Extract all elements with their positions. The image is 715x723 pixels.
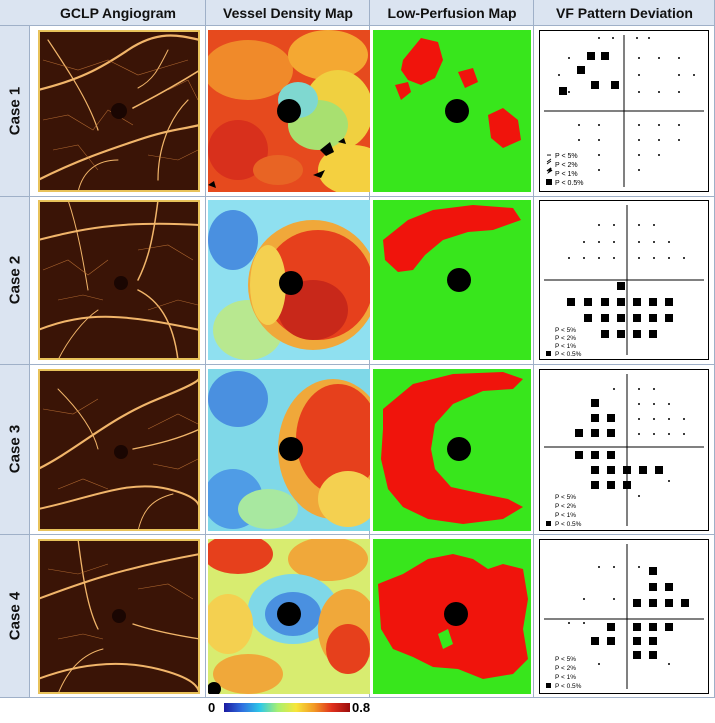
svg-text:P < 1%: P < 1% (555, 171, 578, 178)
svg-text:P < 2%: P < 2% (555, 335, 576, 342)
vf-plot-case-1: P < 5% P < 2% P < 1% P < 0.5% (539, 30, 709, 192)
row-label-case-2: Case 2 (0, 196, 30, 364)
svg-text:P < 1%: P < 1% (555, 674, 576, 681)
col-header-gclp: GCLP Angiogram (30, 0, 206, 26)
colorbar-min: 0 (208, 700, 216, 715)
vf-plot-case-3: P < 5% P < 2% P < 1% P < 0.5% (539, 369, 709, 531)
svg-text:P < 2%: P < 2% (555, 162, 578, 169)
perfusion-map-case-1 (373, 30, 531, 192)
svg-text:P < 0.5%: P < 0.5% (555, 521, 582, 528)
density-map-case-3 (208, 369, 370, 531)
vf-plot-case-2: P < 5% P < 2% P < 1% P < 0.5% (539, 200, 709, 360)
row-label-case-3: Case 3 (0, 364, 30, 534)
angiogram-case-4 (38, 539, 200, 694)
row-label-case-4: Case 4 (0, 534, 30, 697)
density-map-case-2 (208, 200, 370, 360)
svg-text:P < 1%: P < 1% (555, 512, 576, 519)
colorbar-max: 0.8 (352, 700, 371, 715)
colorbar-gradient (224, 703, 350, 712)
density-map-case-1 (208, 30, 370, 192)
svg-text:P < 2%: P < 2% (555, 503, 576, 510)
svg-text:P < 0.5%: P < 0.5% (555, 351, 582, 358)
col-header-perfusion: Low-Perfusion Map (370, 0, 534, 26)
angiogram-case-3 (38, 369, 200, 531)
angiogram-case-2 (38, 200, 200, 360)
svg-text:P < 5%: P < 5% (555, 656, 576, 663)
density-map-case-4 (208, 539, 370, 694)
svg-text:P < 0.5%: P < 0.5% (555, 683, 582, 690)
colorbar: 0 0.8 (206, 700, 370, 723)
angiogram-case-1 (38, 30, 200, 192)
svg-text:P < 5%: P < 5% (555, 327, 576, 334)
perfusion-map-case-4 (373, 539, 531, 694)
svg-text:P < 2%: P < 2% (555, 665, 576, 672)
corner-cell (0, 0, 30, 26)
svg-text:P < 1%: P < 1% (555, 343, 576, 350)
vf-plot-case-4: P < 5% P < 2% P < 1% P < 0.5% (539, 539, 709, 694)
col-header-vf: VF Pattern Deviation (534, 0, 715, 26)
col-header-density: Vessel Density Map (206, 0, 370, 26)
row-label-case-1: Case 1 (0, 26, 30, 196)
perfusion-map-case-2 (373, 200, 531, 360)
svg-text:P < 0.5%: P < 0.5% (555, 180, 583, 187)
svg-text:P < 5%: P < 5% (555, 153, 578, 160)
perfusion-map-case-3 (373, 369, 531, 531)
svg-text:P < 5%: P < 5% (555, 494, 576, 501)
